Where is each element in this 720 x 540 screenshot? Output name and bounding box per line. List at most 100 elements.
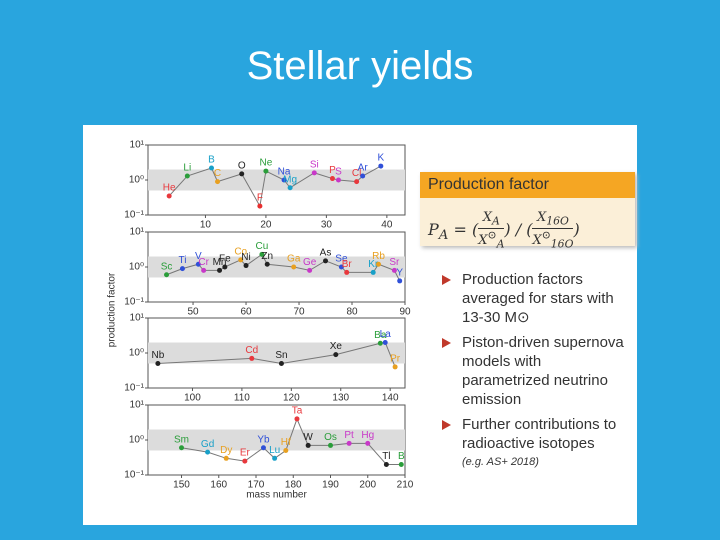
- data-point: [257, 203, 263, 209]
- y-tick-label: 10¹: [130, 313, 145, 324]
- formula-part: A: [438, 227, 449, 243]
- element-label: Ar: [358, 163, 369, 174]
- data-point: [179, 266, 185, 272]
- formula: PA = (XA X⊙A) / (X16O X⊙16O): [428, 210, 580, 251]
- fraction: X16O X⊙16O: [532, 210, 574, 251]
- element-label: Sn: [275, 350, 287, 361]
- element-label: P: [329, 165, 336, 176]
- element-label: Er: [240, 448, 251, 459]
- slide-title: Stellar yields: [246, 44, 474, 88]
- element-label: S: [335, 167, 342, 178]
- formula-part: /: [515, 219, 522, 239]
- data-point: [201, 267, 207, 273]
- data-point: [272, 455, 278, 461]
- bullet-line: 13-30 M⊙: [462, 309, 530, 326]
- x-tick-label: 170: [248, 480, 265, 491]
- formula-part: A: [496, 237, 505, 251]
- element-label: B: [208, 155, 215, 166]
- data-point: [370, 269, 376, 275]
- data-point: [338, 264, 344, 270]
- x-tick-label: 80: [346, 307, 358, 318]
- element-label: Cd: [245, 345, 258, 356]
- element-label: Sm: [174, 434, 189, 445]
- formula-part: ⊙: [487, 228, 497, 242]
- formula-part: A: [492, 214, 500, 228]
- data-point: [378, 163, 384, 169]
- bullet-line: Further contributions to: [462, 416, 617, 433]
- data-point: [239, 171, 245, 177]
- element-label: He: [163, 183, 176, 194]
- data-point: [383, 461, 389, 467]
- bullet: Further contributions to radioactive isot…: [440, 415, 640, 472]
- element-label: Ga: [287, 254, 301, 265]
- x-tick-label: 40: [381, 220, 393, 231]
- data-point: [179, 445, 185, 451]
- data-point: [215, 179, 221, 185]
- data-point: [382, 339, 388, 345]
- element-label: Cr: [198, 257, 209, 268]
- data-point: [223, 455, 229, 461]
- bullet-line: averaged for stars with: [462, 290, 614, 307]
- x-tick-label: 90: [399, 307, 411, 318]
- y-tick-label: 10⁻¹: [124, 210, 144, 221]
- data-point: [243, 263, 249, 269]
- data-point: [184, 173, 190, 179]
- element-label: Lu: [269, 445, 280, 456]
- x-tick-label: 10: [200, 220, 212, 231]
- bullet: Production factors averaged for stars wit…: [440, 270, 640, 327]
- bullet: Piston-driven supernova models with parame…: [440, 333, 640, 409]
- data-point: [376, 261, 382, 267]
- x-tick-label: 130: [332, 393, 349, 404]
- data-point: [283, 448, 289, 454]
- data-point: [311, 170, 317, 176]
- fraction: XA X⊙A: [478, 210, 505, 251]
- y-tick-label: 10⁻¹: [124, 470, 144, 481]
- element-label: Ne: [260, 158, 273, 169]
- bullet-line: radioactive isotopes: [462, 435, 595, 452]
- formula-part: X: [532, 232, 542, 248]
- data-point: [392, 364, 398, 370]
- element-label: Ta: [292, 406, 303, 417]
- formula-part: ⊙: [541, 228, 551, 242]
- data-point: [294, 416, 300, 422]
- x-tick-label: 200: [359, 480, 376, 491]
- formula-part: X: [478, 232, 488, 248]
- element-label: W: [303, 432, 313, 443]
- element-label: Si: [310, 159, 319, 170]
- element-label: Ti: [178, 255, 186, 266]
- data-point: [242, 458, 248, 464]
- element-label: Br: [342, 259, 353, 270]
- data-point: [335, 177, 341, 183]
- element-label: Zn: [261, 251, 273, 262]
- data-point: [259, 251, 265, 257]
- data-point: [222, 264, 228, 270]
- data-point: [398, 461, 404, 467]
- reference-band: [148, 256, 405, 278]
- y-tick-label: 10⁻¹: [124, 383, 144, 394]
- data-point: [217, 267, 223, 273]
- element-label: As: [320, 247, 332, 258]
- element-label: F: [257, 193, 263, 204]
- data-point: [344, 269, 350, 275]
- data-point: [260, 445, 266, 451]
- bullet-line: Piston-driven supernova: [462, 334, 624, 351]
- bullet-line: parametrized neutrino: [462, 372, 608, 389]
- data-point: [278, 361, 284, 367]
- element-label: Nb: [151, 350, 164, 361]
- reference-band: [148, 342, 405, 364]
- formula-part: P: [428, 219, 439, 239]
- data-point: [164, 272, 170, 278]
- x-tick-label: 100: [184, 393, 201, 404]
- y-tick-label: 10¹: [130, 400, 145, 411]
- data-point: [307, 267, 313, 273]
- y-tick-label: 10⁰: [129, 262, 144, 273]
- element-label: Gd: [201, 439, 214, 450]
- data-point: [195, 261, 201, 267]
- box-title: Production factor: [420, 172, 635, 198]
- y-tick-label: 10⁰: [129, 348, 144, 359]
- bullet-line: emission: [462, 391, 522, 408]
- data-point: [397, 278, 403, 284]
- data-point: [249, 355, 255, 361]
